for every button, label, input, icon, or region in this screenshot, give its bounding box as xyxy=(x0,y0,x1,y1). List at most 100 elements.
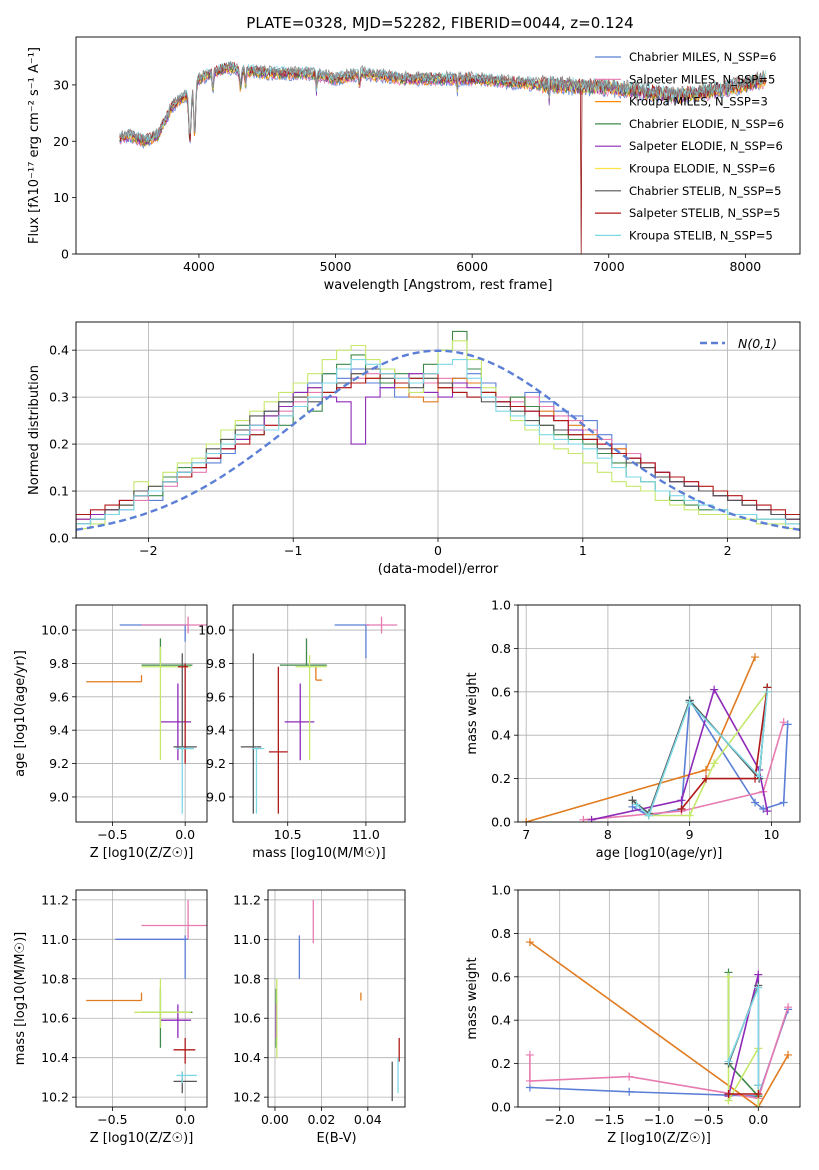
x-tick-label: −0.5 xyxy=(693,1112,723,1127)
weight-point-marker xyxy=(702,774,710,783)
weight-point-marker xyxy=(685,811,694,820)
x-tick-label: 0.04 xyxy=(354,1112,382,1127)
legend-label: Salpeter ELODIE, N_SSP=6 xyxy=(629,139,783,153)
y-tick-label: 0.8 xyxy=(491,641,511,656)
axes-frame xyxy=(267,889,406,1108)
x-axis-label: (data-model)/error xyxy=(378,562,499,577)
y-tick-label: 0.6 xyxy=(491,684,511,699)
y-tick-label: 0.6 xyxy=(491,969,511,984)
x-tick-label: 0.0 xyxy=(175,1112,195,1127)
weight-point-marker xyxy=(779,798,788,807)
y-tick-label: 0.0 xyxy=(49,531,69,546)
weight-point-marker xyxy=(724,1089,733,1098)
weight-point-marker xyxy=(783,720,792,729)
x-tick-label: −1.0 xyxy=(644,1112,674,1127)
y-tick-label: 0.0 xyxy=(491,1100,511,1115)
weight-point-marker xyxy=(724,972,733,981)
y-tick-label: 11.2 xyxy=(233,892,261,907)
y-tick-label: 10.8 xyxy=(233,971,261,986)
x-tick-label: 11.0 xyxy=(352,827,380,842)
weight-point-marker xyxy=(587,815,596,822)
weight-series-line xyxy=(529,941,789,1107)
y-tick-label: 10 xyxy=(53,190,69,205)
weight-lines xyxy=(525,938,793,1107)
legend-label: Kroupa STELIB, N_SSP=5 xyxy=(629,228,773,242)
y-tick-label: 10.4 xyxy=(41,1050,69,1065)
x-axis-label: Z [log10(Z/Z☉)] xyxy=(90,1131,194,1146)
y-tick-label: 0.2 xyxy=(49,437,69,452)
x-tick-label: 2 xyxy=(724,543,732,558)
legend-label: Salpeter STELIB, N_SSP=5 xyxy=(629,206,780,220)
y-tick-label: 0.2 xyxy=(491,771,511,786)
y-tick-label: 0.2 xyxy=(491,1056,511,1071)
legend-label: N(0,1) xyxy=(738,336,777,351)
weight-point-marker xyxy=(763,687,772,696)
y-tick-label: 9.0 xyxy=(49,789,69,804)
y-axis-label: mass [log10(M/M☉)] xyxy=(13,932,28,1065)
x-tick-label: 8000 xyxy=(729,259,761,274)
x-tick-label: −0.5 xyxy=(97,827,127,842)
y-tick-label: 0.1 xyxy=(49,484,69,499)
x-axis-label: age [log10(age/yr)] xyxy=(596,846,723,861)
y-tick-label: 0.4 xyxy=(491,1013,511,1028)
y-tick-label: 10.4 xyxy=(233,1050,261,1065)
y-tick-label: 0.8 xyxy=(491,926,511,941)
y-axis-label: age [log10(age/yr)] xyxy=(13,650,28,777)
weight-point-marker xyxy=(751,798,760,807)
x-tick-label: 6000 xyxy=(456,259,488,274)
legend-label: Salpeter MILES, N_SSP=5 xyxy=(629,72,775,86)
x-tick-label: 0.00 xyxy=(261,1112,289,1127)
weight-series-line xyxy=(727,974,760,1107)
weight-series-line xyxy=(631,687,769,817)
y-tick-label: 11.2 xyxy=(41,892,69,907)
weight-point-marker xyxy=(710,685,719,694)
weight-point-marker xyxy=(525,938,534,947)
x-tick-label: 7 xyxy=(522,827,530,842)
weight-point-marker xyxy=(579,815,588,822)
y-tick-label: 11.0 xyxy=(41,932,69,947)
y-tick-label: 1.0 xyxy=(491,883,511,898)
histogram-steps xyxy=(76,330,800,538)
y-tick-label: 10.2 xyxy=(41,1090,69,1105)
axes-frame xyxy=(75,604,208,823)
weight-point-marker xyxy=(754,1103,763,1107)
y-axis-label: Flux [fλ10⁻¹⁷ erg cm⁻² s⁻¹ A⁻¹] xyxy=(27,47,42,244)
axes-frame xyxy=(75,36,801,255)
axes-frame xyxy=(75,321,801,539)
x-axis-label: mass [log10(M/M☉)] xyxy=(252,846,385,861)
y-axis-label: mass weight xyxy=(465,672,480,754)
weight-lines xyxy=(522,653,792,822)
weight-point-marker xyxy=(751,774,760,783)
weight-point-marker xyxy=(751,653,760,662)
axes-frame xyxy=(232,604,406,823)
weight-point-marker xyxy=(625,1072,634,1081)
x-axis-label: wavelength [Angstrom, rest frame] xyxy=(324,278,553,293)
axes-frame xyxy=(517,604,801,823)
weight-series-line xyxy=(648,691,768,817)
weight-point-marker xyxy=(763,807,772,816)
weight-point-marker xyxy=(784,1050,793,1059)
weight-point-marker xyxy=(644,811,653,820)
x-tick-label: 1 xyxy=(579,543,587,558)
y-axis-label: Normed distribution xyxy=(27,365,42,495)
y-tick-label: 9.4 xyxy=(206,723,226,738)
legend-label: Kroupa MILES, N_SSP=3 xyxy=(629,95,768,109)
y-tick-label: 10.8 xyxy=(41,971,69,986)
errorbar-group xyxy=(240,616,398,814)
y-axis-label: mass weight xyxy=(465,957,480,1039)
x-tick-label: 8 xyxy=(604,827,612,842)
y-tick-label: 0.4 xyxy=(49,343,69,358)
weight-point-marker xyxy=(677,796,686,805)
x-tick-label: −0.5 xyxy=(97,1112,127,1127)
y-tick-label: 9.6 xyxy=(49,689,69,704)
x-tick-label: 0.02 xyxy=(307,1112,335,1127)
x-axis-label: Z [log10(Z/Z☉)] xyxy=(90,846,194,861)
weight-point-marker xyxy=(525,1050,534,1059)
y-tick-label: 9.2 xyxy=(206,756,226,771)
y-tick-label: 10.6 xyxy=(233,1011,261,1026)
y-tick-label: 10.6 xyxy=(41,1011,69,1026)
x-tick-label: −2 xyxy=(139,543,157,558)
y-tick-label: 9.8 xyxy=(49,656,69,671)
spectrum-lines xyxy=(119,60,766,254)
y-tick-label: 11.0 xyxy=(233,932,261,947)
